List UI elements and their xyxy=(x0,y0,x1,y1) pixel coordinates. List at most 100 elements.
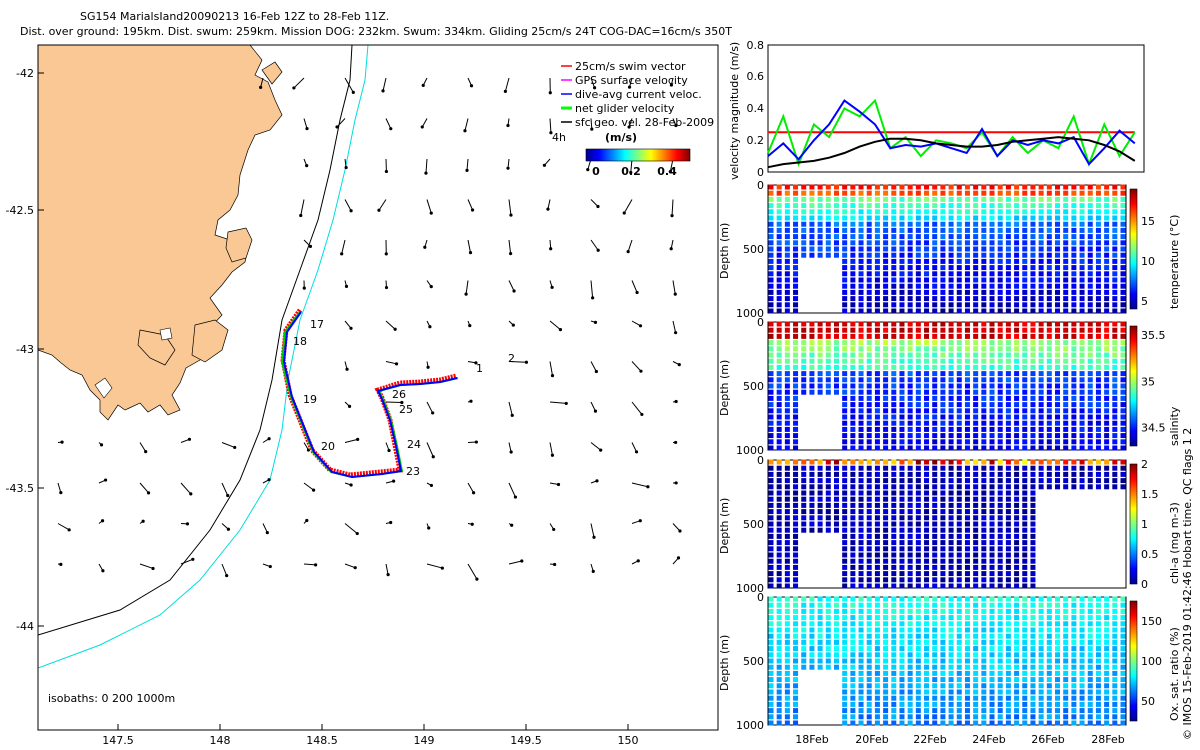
profile-sample xyxy=(1022,521,1028,527)
profile-sample xyxy=(973,689,979,695)
profile-sample xyxy=(907,677,913,683)
velocity-arrowhead xyxy=(668,169,672,174)
profile-sample xyxy=(809,633,815,639)
profile-sample xyxy=(1120,652,1126,658)
profile-sample xyxy=(915,296,921,302)
profile-sample xyxy=(891,209,897,215)
profile-sample xyxy=(924,327,930,333)
profile-sample xyxy=(1046,484,1052,490)
profile-sample xyxy=(1087,689,1093,695)
profile-sample xyxy=(932,546,938,552)
profile-sample xyxy=(801,490,807,496)
profile-sample xyxy=(1087,701,1093,707)
profile-sample xyxy=(817,615,823,621)
profile-sample xyxy=(989,439,995,445)
profile-sample xyxy=(1087,714,1093,720)
profile-sample xyxy=(842,246,848,252)
profile-sample xyxy=(932,395,938,401)
profile-sample xyxy=(817,658,823,664)
profile-sample xyxy=(924,608,930,614)
profile-sample xyxy=(981,246,987,252)
profile-sample xyxy=(833,639,839,645)
profile-sample xyxy=(1112,708,1118,714)
velocity-arrow xyxy=(344,77,354,93)
velocity-arrow xyxy=(385,118,392,129)
profile-sample xyxy=(1014,608,1020,614)
profile-sample xyxy=(1038,664,1044,670)
profile-sample xyxy=(1022,240,1028,246)
profile-sample xyxy=(1030,695,1036,701)
profile-sample xyxy=(866,221,872,227)
profile-sample xyxy=(997,346,1003,352)
profile-sample xyxy=(1071,459,1077,465)
profile-sample xyxy=(907,389,913,395)
profile-sample xyxy=(964,289,970,295)
profile-sample xyxy=(973,371,979,377)
profile-sample xyxy=(891,720,897,726)
profile-sample xyxy=(899,327,905,333)
velocity-arrowhead xyxy=(594,369,598,374)
profile-sample xyxy=(866,395,872,401)
profile-sample xyxy=(1005,246,1011,252)
velocity-arrow xyxy=(590,280,594,298)
profile-sample xyxy=(915,265,921,271)
profile-sample xyxy=(948,296,954,302)
profile-sample xyxy=(809,664,815,670)
profile-sample xyxy=(964,515,970,521)
profile-sample xyxy=(997,571,1003,577)
profile-sample xyxy=(883,203,889,209)
profile-sample xyxy=(997,701,1003,707)
profile-sample xyxy=(915,646,921,652)
profile-sample xyxy=(907,340,913,346)
velocity-arrow xyxy=(590,77,596,88)
profile-sample xyxy=(776,215,782,221)
profile-sample xyxy=(1014,515,1020,521)
profile-sample xyxy=(1063,677,1069,683)
profile-sample xyxy=(1063,708,1069,714)
profile-sample xyxy=(981,215,987,221)
profile-sample xyxy=(915,509,921,515)
profile-sample xyxy=(1046,252,1052,258)
profile-sample xyxy=(842,383,848,389)
velocity-arrowhead xyxy=(259,85,263,89)
profile-sample xyxy=(1120,364,1126,370)
profile-sample xyxy=(1022,340,1028,346)
profile-sample xyxy=(891,465,897,471)
profile-sample xyxy=(874,258,880,264)
profile-sample xyxy=(1087,209,1093,215)
velocity-arrowhead xyxy=(513,495,518,499)
profile-sample xyxy=(817,327,823,333)
profile-sample xyxy=(981,695,987,701)
profile-sample xyxy=(833,209,839,215)
profile-sample xyxy=(1095,190,1101,196)
profile-sample xyxy=(973,664,979,670)
profile-sample xyxy=(989,708,995,714)
profile-sample xyxy=(940,445,946,451)
profile-sample xyxy=(932,602,938,608)
profile-sample xyxy=(1095,203,1101,209)
profile-sample xyxy=(833,652,839,658)
velocity-arrowhead xyxy=(669,83,674,87)
velocity-arrowhead xyxy=(590,127,594,131)
profile-sample xyxy=(1079,346,1085,352)
profile-sample xyxy=(940,289,946,295)
profile-sample xyxy=(981,271,987,277)
profile-sample xyxy=(891,583,897,589)
profile-sample xyxy=(924,652,930,658)
profile-sample xyxy=(973,677,979,683)
profile-sample xyxy=(1079,277,1085,283)
profile-sample xyxy=(858,258,864,264)
profile-sample xyxy=(1120,695,1126,701)
profile-sample xyxy=(932,596,938,602)
profile-sample xyxy=(956,352,962,358)
profile-sample xyxy=(924,420,930,426)
profile-sample xyxy=(940,621,946,627)
profile-sample xyxy=(1104,308,1110,314)
profile-sample xyxy=(1112,439,1118,445)
profile-sample xyxy=(1038,695,1044,701)
profile-sample xyxy=(1030,433,1036,439)
profile-sample xyxy=(866,389,872,395)
profile-sample xyxy=(1030,420,1036,426)
velocity-arrowhead xyxy=(512,289,516,293)
